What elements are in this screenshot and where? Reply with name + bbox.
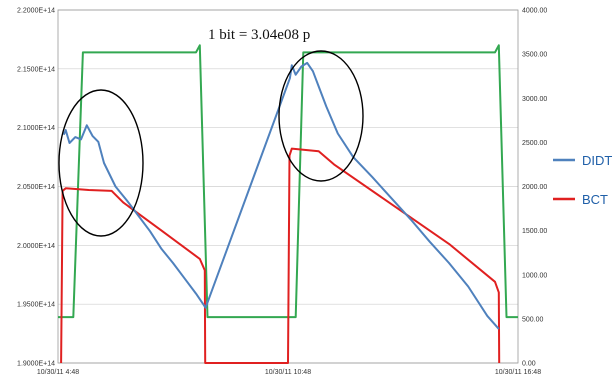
x-tick-label: 10/30/11 16:48 [495, 369, 541, 376]
y-left-tick-label: 2.1000E+14 [17, 125, 55, 132]
series-lines [58, 44, 518, 364]
y-right-tick-label: 0.00 [522, 361, 536, 368]
series-line-bct [60, 147, 501, 364]
annotation-text: 1 bit = 3.04e08 p [208, 27, 310, 43]
legend: DIDT BCT [553, 153, 612, 207]
legend-label-didt: DIDT [582, 153, 612, 168]
left-axis-ticks: 1.9000E+14 1.9500E+14 2.0000E+14 2.0500E+14… [17, 8, 55, 368]
y-left-tick-label: 2.2000E+14 [17, 8, 55, 15]
highlight-ellipse-right [278, 50, 364, 182]
y-left-tick-label: 1.9500E+14 [17, 302, 55, 309]
highlight-ellipse-left [58, 89, 144, 237]
y-right-tick-label: 1500.00 [522, 228, 547, 235]
y-right-tick-label: 3000.00 [522, 96, 547, 103]
y-left-tick-label: 1.9000E+14 [17, 361, 55, 368]
y-right-tick-label: 4000.00 [522, 8, 547, 15]
y-left-tick-label: 2.1500E+14 [17, 66, 55, 73]
series-line-didt [62, 61, 500, 330]
y-right-tick-label: 2000.00 [522, 184, 547, 191]
y-left-tick-label: 2.0000E+14 [17, 243, 55, 250]
x-tick-label: 10/30/11 4:48 [37, 369, 79, 376]
y-right-tick-label: 2500.00 [522, 140, 547, 147]
x-axis-ticks: 10/30/11 4:48 10/30/11 10:48 10/30/11 16:4… [37, 369, 541, 376]
x-tick-label: 10/30/11 10:48 [265, 369, 311, 376]
y-right-tick-label: 1000.00 [522, 272, 547, 279]
y-right-tick-label: 500.00 [522, 316, 544, 323]
y-right-tick-label: 3500.00 [522, 52, 547, 59]
y-left-tick-label: 2.0500E+14 [17, 184, 55, 191]
legend-label-bct: BCT [582, 192, 608, 207]
right-axis-ticks: 0.00 500.00 1000.00 1500.00 2000.00 2500.00 30… [522, 8, 547, 368]
